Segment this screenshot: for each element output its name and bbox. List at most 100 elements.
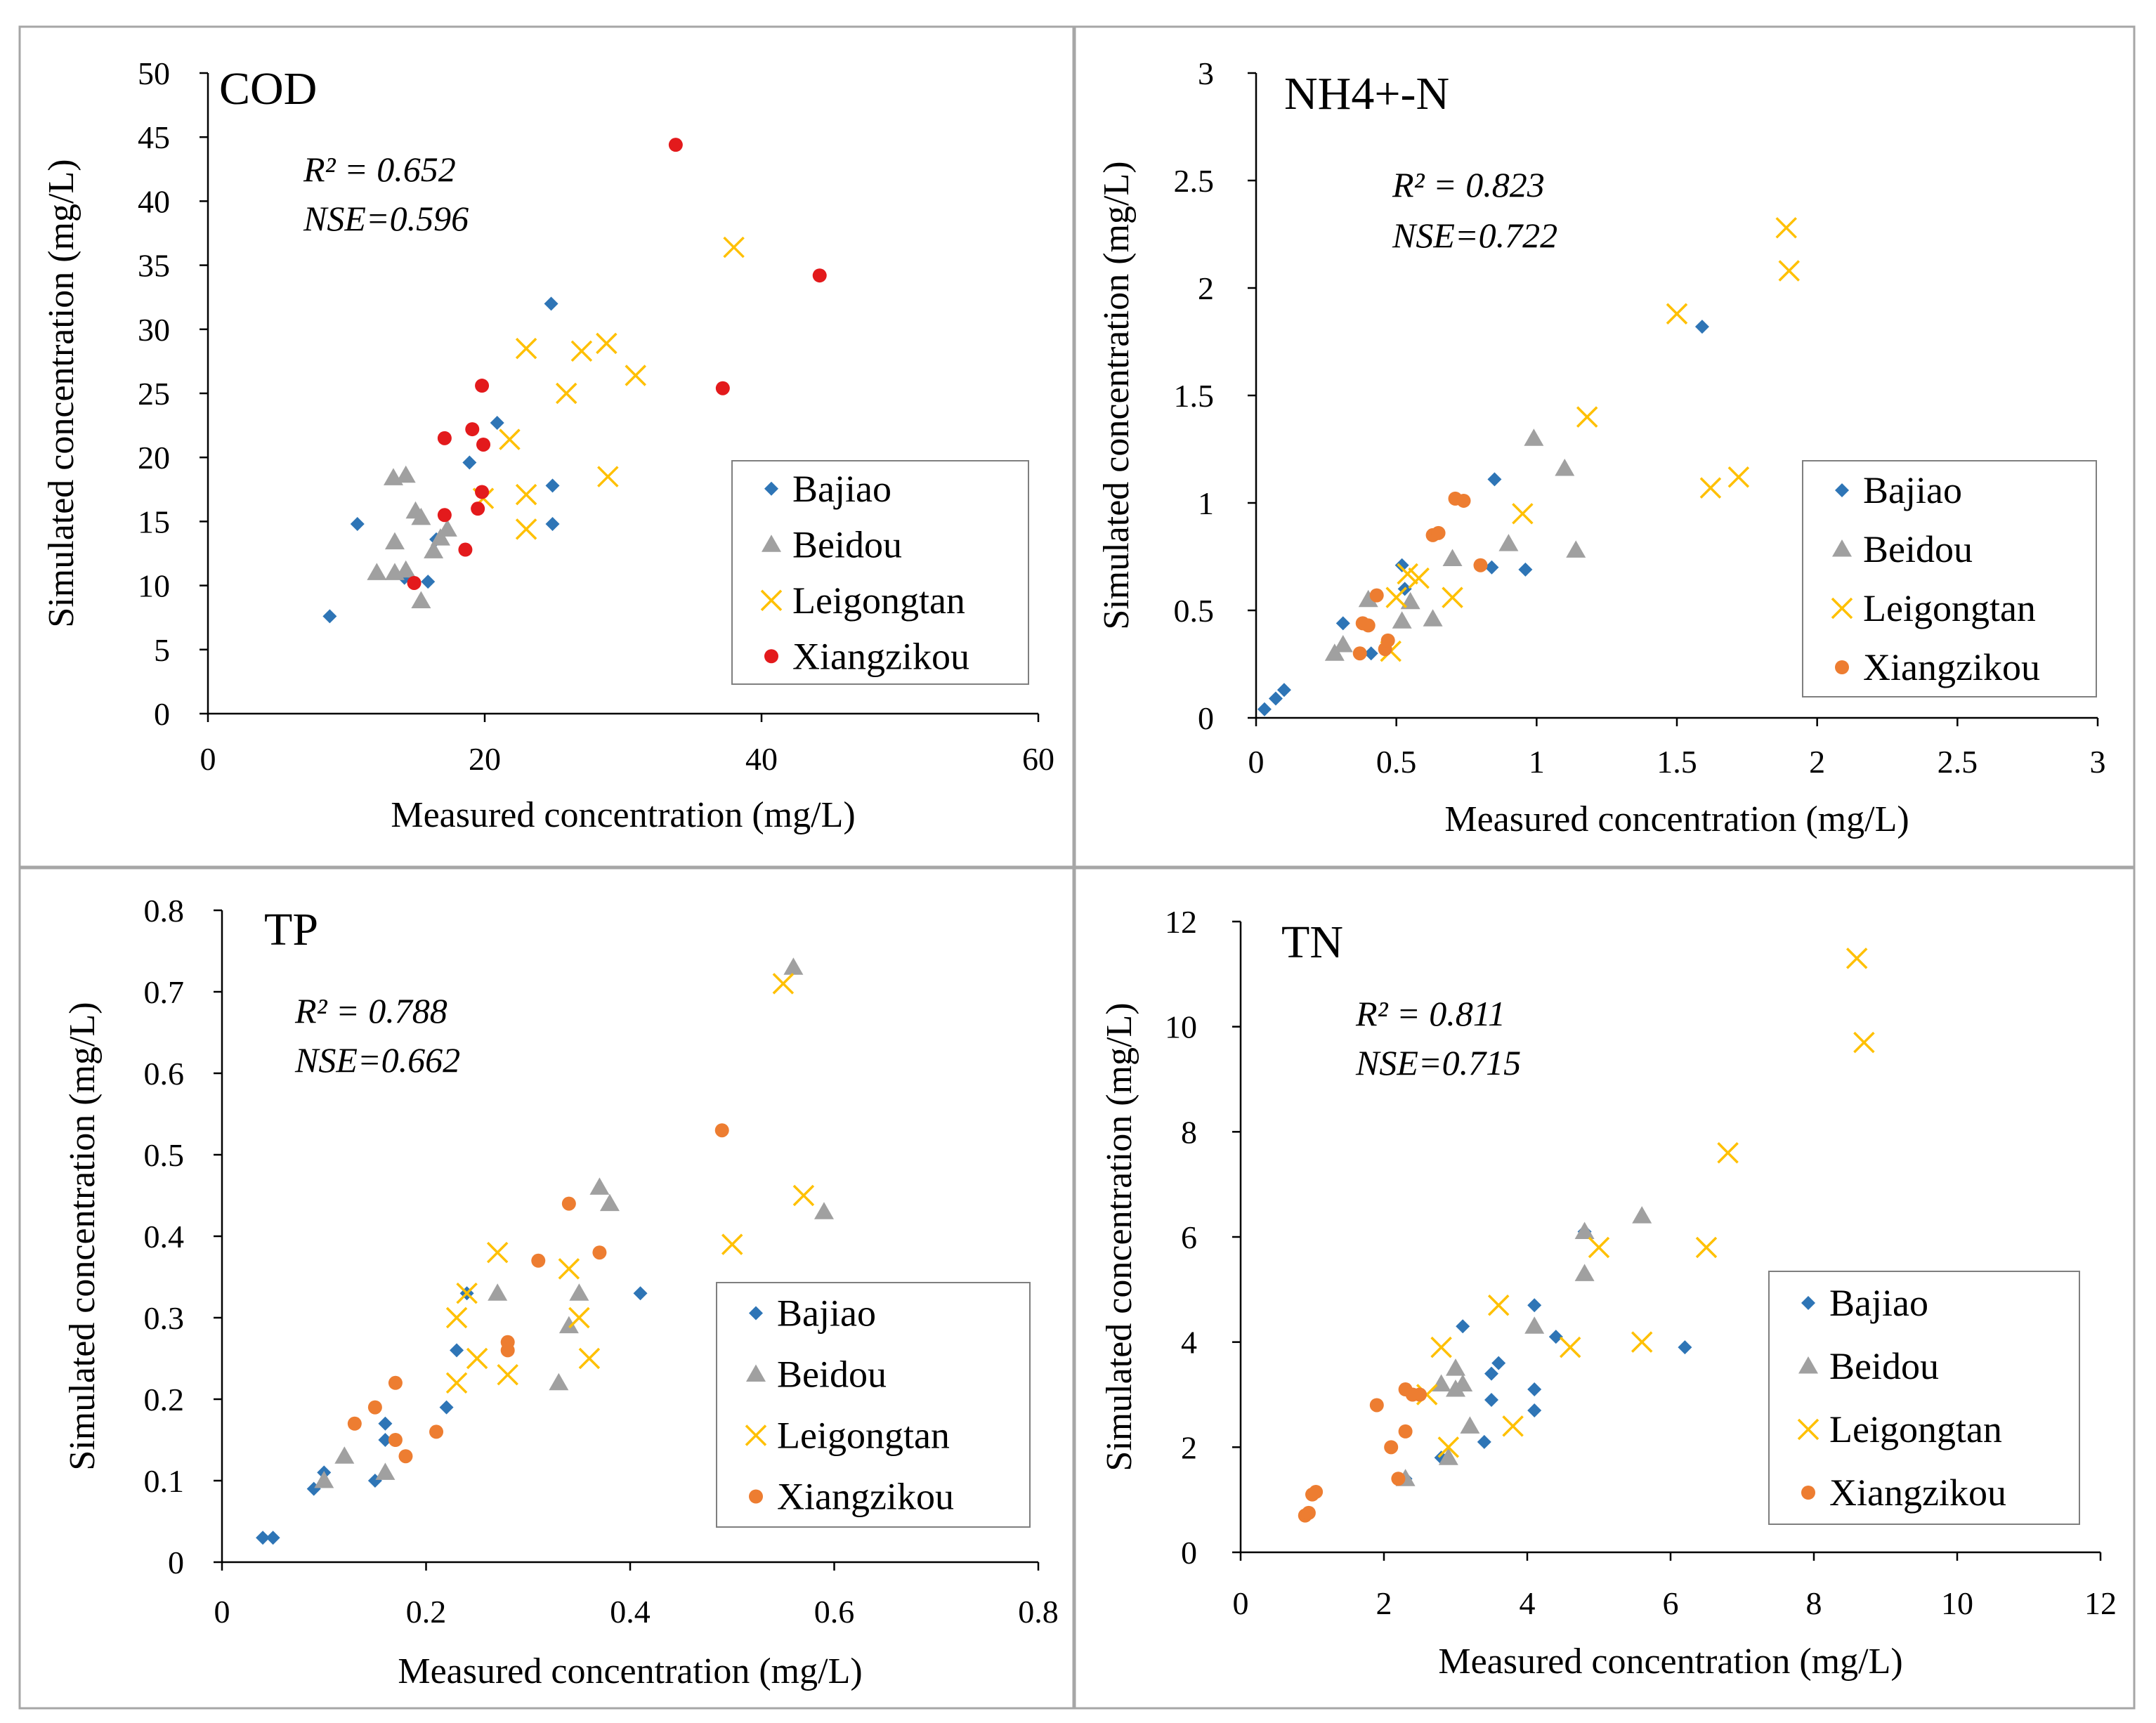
y-tick-label: 6 xyxy=(1181,1219,1197,1255)
x-axis-label: Measured concentration (mg/L) xyxy=(391,795,855,835)
y-tick-label: 0.8 xyxy=(144,893,185,929)
bajiao-point xyxy=(1527,1382,1542,1397)
y-tick-label: 0.1 xyxy=(144,1463,185,1499)
x-mark-stroke xyxy=(745,1424,767,1446)
x-mark-stroke xyxy=(625,365,646,386)
beidou-point xyxy=(1446,1358,1465,1376)
y-tick-label: 30 xyxy=(138,312,170,348)
legend-label: Beidou xyxy=(792,523,902,565)
leigongtan-point xyxy=(1853,1031,1875,1054)
x-mark-stroke xyxy=(1666,303,1688,325)
x-mark-stroke xyxy=(1408,567,1430,589)
xiangzikou-point xyxy=(668,138,683,152)
beidou-point xyxy=(396,560,416,578)
legend-label: Bajiao xyxy=(1863,469,1962,511)
x-tick-label: 6 xyxy=(1663,1585,1679,1621)
beidou-point xyxy=(367,563,387,580)
bajiao-point xyxy=(1491,1356,1506,1370)
y-tick-label: 0.4 xyxy=(144,1219,185,1254)
bajiao-point xyxy=(490,415,504,430)
beidou-point xyxy=(558,1316,579,1334)
r-squared-label: R² = 0.652 xyxy=(303,150,456,189)
leigongtan-point xyxy=(568,1306,590,1329)
bajiao-point xyxy=(450,1343,464,1358)
bajiao-point xyxy=(1257,702,1272,716)
x-tick-label: 2.5 xyxy=(1938,744,1978,780)
x-mark-stroke xyxy=(1631,1331,1653,1353)
nse-label: NSE=0.662 xyxy=(294,1040,460,1080)
leigongtan-point xyxy=(625,365,646,386)
leigongtan-point xyxy=(515,337,537,360)
xiangzikou-point xyxy=(1309,1484,1324,1499)
x-mark-stroke xyxy=(1699,477,1722,499)
x-tick-label: 0 xyxy=(200,741,216,777)
series-beidou xyxy=(1395,1206,1652,1486)
beidou-point xyxy=(430,528,450,546)
xiangzikou-point xyxy=(471,502,485,516)
bajiao-point xyxy=(1487,472,1502,487)
xiangzikou-point xyxy=(1361,618,1376,633)
beidou-point xyxy=(1566,540,1586,558)
leigongtan-point xyxy=(1775,217,1797,239)
leigongtan-point xyxy=(499,428,521,450)
x-axis-label: Measured concentration (mg/L) xyxy=(398,1651,862,1691)
beidou-point xyxy=(1555,459,1575,476)
x-mark-stroke xyxy=(1430,1336,1452,1358)
xiangzikou-point xyxy=(1413,1387,1427,1402)
legend: Bajiao Beidou Leigongtan Xiangzikou xyxy=(1802,460,2097,697)
beidou-point xyxy=(1423,609,1443,627)
bajiao-point xyxy=(764,481,778,496)
x-mark-stroke xyxy=(1559,1336,1581,1358)
legend: Bajiao Beidou Leigongtan Xiangzikou xyxy=(1768,1271,2080,1525)
x-mark-stroke xyxy=(597,466,619,487)
x-mark-stroke xyxy=(570,340,593,362)
x-axis-label: Measured concentration (mg/L) xyxy=(1438,1642,1902,1682)
leigongtan-point xyxy=(578,1347,601,1370)
x-tick-label: 20 xyxy=(469,741,501,777)
beidou-point xyxy=(375,1462,396,1480)
beidou-point xyxy=(411,507,431,525)
series-xiangzikou xyxy=(347,1123,729,1464)
xiangzikou-point xyxy=(429,1424,444,1439)
legend-box xyxy=(731,460,1029,685)
leigongtan-point xyxy=(515,518,537,540)
x-mark-stroke xyxy=(1502,1415,1524,1437)
y-tick-label: 0.6 xyxy=(144,1056,185,1092)
series-leigongtan xyxy=(445,973,815,1394)
nse-label: NSE=0.596 xyxy=(303,199,469,238)
y-axis-label: Simulated concentration (mg/L) xyxy=(1099,1002,1139,1471)
xiangzikou-point xyxy=(1301,1505,1316,1520)
leigongtan-point xyxy=(760,589,783,611)
x-tick-label: 0 xyxy=(214,1594,230,1630)
x-tick-label: 40 xyxy=(745,741,778,777)
beidou-point xyxy=(1392,611,1412,629)
x-tick-label: 0.6 xyxy=(814,1594,855,1630)
xiangzikou-point xyxy=(592,1245,607,1260)
leigongtan-point xyxy=(597,466,619,487)
beidou-point xyxy=(384,563,405,580)
leigongtan-point xyxy=(1385,587,1407,608)
bajiao-point xyxy=(1694,320,1709,334)
x-mark-stroke xyxy=(772,973,795,995)
xiangzikou-point xyxy=(1391,1472,1406,1486)
leigongtan-point xyxy=(745,1424,767,1446)
bajiao-point xyxy=(1518,562,1533,577)
y-axis-label: Simulated concentration (mg/L) xyxy=(41,159,81,627)
series-bajiao xyxy=(1257,320,1709,716)
x-tick-label: 10 xyxy=(1941,1585,1973,1621)
legend-label: Xiangzikou xyxy=(1863,646,2040,688)
leigongtan-point xyxy=(1512,503,1534,525)
x-tick-label: 0.2 xyxy=(406,1594,447,1630)
bajiao-point xyxy=(1527,1403,1542,1417)
xiangzikou-point xyxy=(531,1253,546,1268)
beidou-point xyxy=(396,465,416,483)
xiangzikou-point xyxy=(367,1400,382,1415)
nse-label: NSE=0.722 xyxy=(1392,216,1557,255)
bajiao-point xyxy=(1678,1340,1692,1355)
x-mark-stroke xyxy=(578,1347,601,1370)
bajiao-point xyxy=(1276,683,1291,697)
xiangzikou-point xyxy=(1456,493,1471,508)
beidou-point xyxy=(783,957,804,975)
legend-label: Leigongtan xyxy=(1829,1408,2002,1450)
xiangzikou-point xyxy=(1801,1486,1815,1500)
